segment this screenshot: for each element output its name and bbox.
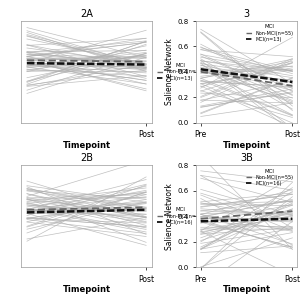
X-axis label: Timepoint: Timepoint (223, 285, 271, 294)
X-axis label: Timepoint: Timepoint (62, 141, 111, 150)
Title: 2B: 2B (80, 153, 93, 163)
Legend: Non-MCI(n=55), MCI(n=16): Non-MCI(n=55), MCI(n=16) (156, 206, 206, 226)
Legend: Non-MCI(n=55), MCI(n=13): Non-MCI(n=55), MCI(n=13) (245, 23, 295, 43)
Title: 3: 3 (244, 9, 250, 19)
Legend: Non-MCI(n=55), MCI(n=13): Non-MCI(n=55), MCI(n=13) (156, 62, 206, 82)
Legend: Non-MCI(n=55), MCI(n=16): Non-MCI(n=55), MCI(n=16) (245, 168, 295, 187)
Y-axis label: Salience Network: Salience Network (166, 183, 175, 250)
Y-axis label: Salience Network: Salience Network (166, 38, 175, 105)
Title: 3B: 3B (240, 153, 253, 163)
Title: 2A: 2A (80, 9, 93, 19)
X-axis label: Timepoint: Timepoint (62, 285, 111, 294)
X-axis label: Timepoint: Timepoint (223, 141, 271, 150)
